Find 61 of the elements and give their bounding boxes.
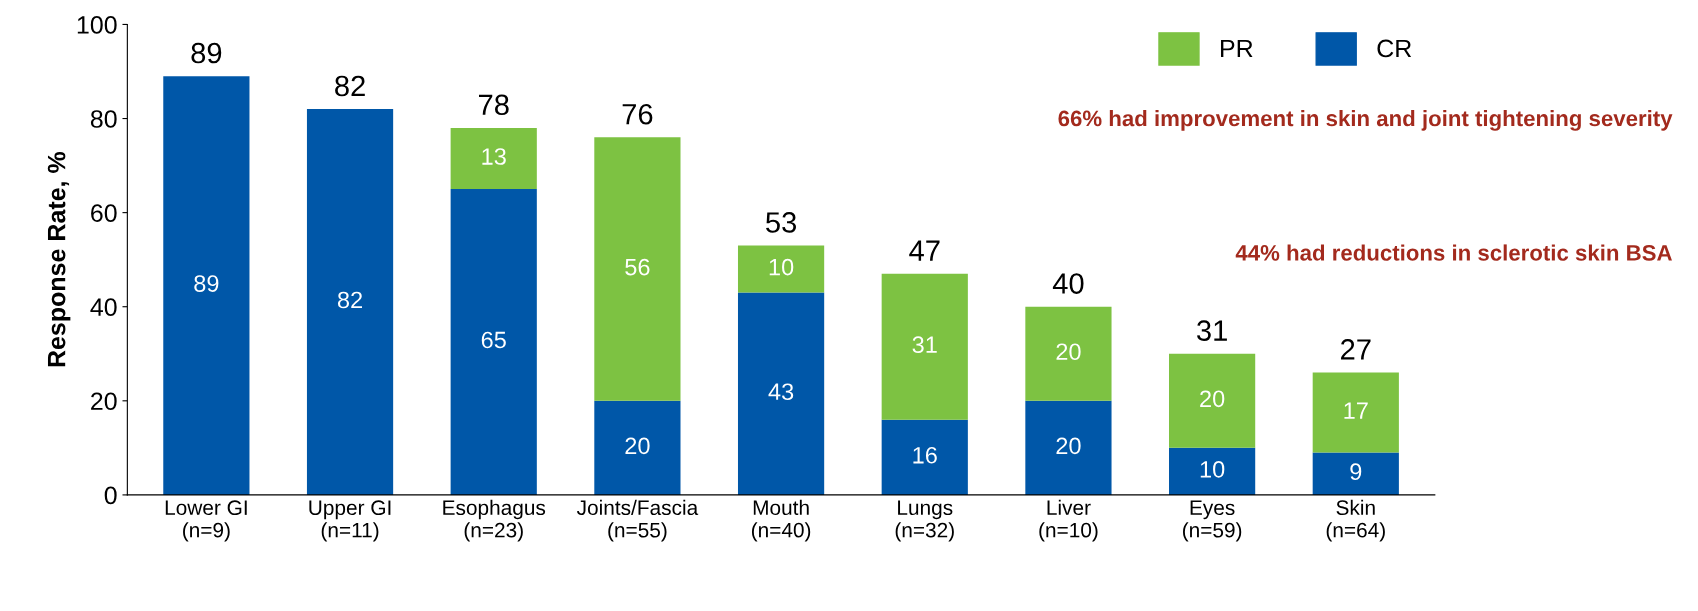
data-label: 13 bbox=[482, 148, 506, 165]
total-label: 47 bbox=[909, 240, 940, 261]
bar bbox=[594, 137, 681, 401]
bar bbox=[163, 76, 250, 495]
data-label: 82 bbox=[337, 291, 362, 309]
data-label: 31 bbox=[912, 336, 937, 354]
data-label: 43 bbox=[768, 383, 794, 401]
x-tick-label: Upper GI (n=11) bbox=[309, 500, 391, 542]
data-label: 20 bbox=[1200, 390, 1225, 408]
x-tick-label: Skin (n=64) bbox=[1326, 499, 1385, 542]
legend-label: CR bbox=[1377, 39, 1412, 58]
x-tick-label: Lungs (n=32) bbox=[895, 500, 954, 542]
total-label: 82 bbox=[335, 75, 365, 97]
x-tick-label: Joints/Fascia (n=55) bbox=[576, 499, 699, 542]
data-label: 56 bbox=[625, 258, 650, 276]
bar bbox=[450, 189, 537, 495]
total-label: 89 bbox=[191, 42, 222, 64]
x-tick-label: Esophagus (n=23) bbox=[443, 499, 546, 542]
data-label: 9 bbox=[1350, 463, 1362, 481]
total-label: 78 bbox=[479, 94, 509, 116]
data-label: 10 bbox=[769, 258, 794, 276]
bar bbox=[737, 292, 825, 495]
y-tick-label: 20 bbox=[91, 392, 117, 411]
total-label: 31 bbox=[1197, 320, 1227, 341]
bar bbox=[1025, 400, 1112, 495]
bar bbox=[594, 400, 681, 495]
data-label: 20 bbox=[625, 437, 650, 455]
legend-label: PR bbox=[1221, 39, 1253, 58]
bar bbox=[1169, 353, 1256, 448]
data-label: 20 bbox=[1056, 437, 1081, 455]
y-tick-label: 60 bbox=[91, 204, 117, 222]
bar bbox=[1312, 372, 1399, 453]
x-tick-label: Eyes (n=59) bbox=[1183, 500, 1242, 542]
y-axis-title: Response Rate, % bbox=[47, 151, 71, 367]
bar bbox=[1169, 447, 1256, 495]
annotation: 66% had improvement in skin and joint tightening severity bbox=[1058, 109, 1673, 131]
x-tick-label: Lower GI (n=9) bbox=[165, 500, 247, 542]
bar bbox=[881, 419, 968, 495]
annotation: 44% had reductions in sclerotic skin BSA bbox=[1235, 244, 1672, 261]
bar bbox=[1025, 306, 1112, 401]
x-tick-label: Mouth (n=40) bbox=[751, 499, 811, 542]
total-label: 27 bbox=[1341, 339, 1371, 360]
bar bbox=[737, 245, 825, 293]
total-label: 76 bbox=[622, 103, 653, 125]
x-tick-label: Liver (n=10) bbox=[1039, 499, 1098, 542]
y-tick-label: 40 bbox=[90, 298, 117, 317]
bar bbox=[450, 127, 537, 190]
data-label: 10 bbox=[1200, 461, 1225, 478]
bar bbox=[881, 273, 968, 420]
data-label: 20 bbox=[1056, 343, 1081, 361]
data-label: 89 bbox=[194, 275, 219, 292]
bar bbox=[306, 109, 394, 495]
y-tick-label: 80 bbox=[90, 110, 117, 128]
y-tick-label: 100 bbox=[77, 16, 117, 34]
data-label: 16 bbox=[913, 446, 937, 464]
data-label: 17 bbox=[1344, 402, 1368, 419]
total-label: 40 bbox=[1052, 273, 1084, 294]
bar bbox=[1312, 452, 1399, 495]
y-tick-label: 0 bbox=[104, 486, 117, 505]
data-label: 65 bbox=[481, 331, 506, 349]
total-label: 53 bbox=[766, 212, 797, 233]
